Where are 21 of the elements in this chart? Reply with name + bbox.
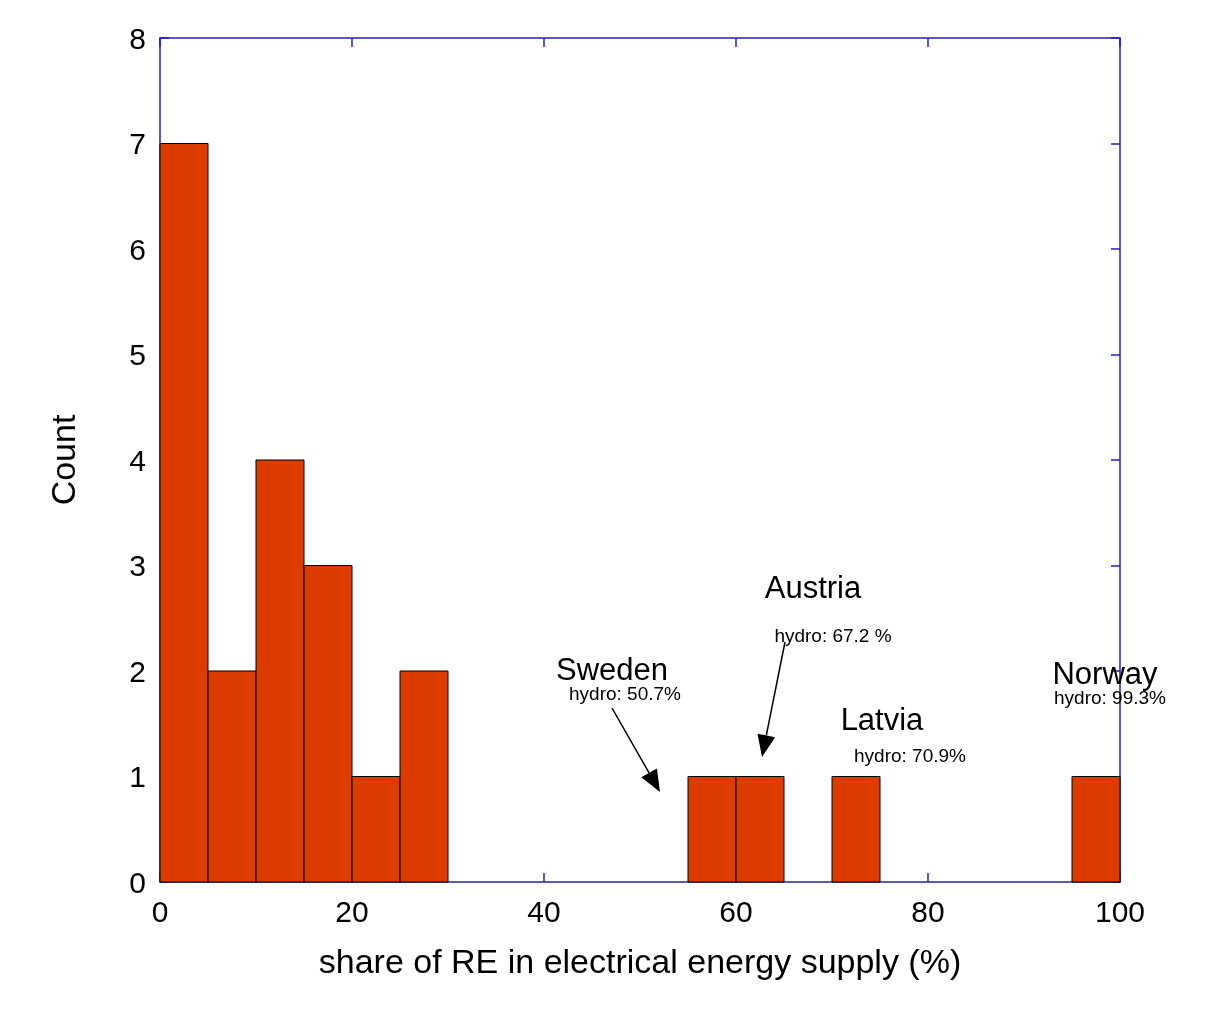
- y-tick-label: 3: [129, 549, 146, 582]
- annotation: Austria: [764, 570, 862, 605]
- x-tick-label: 0: [151, 894, 169, 928]
- y-tick-label: 1: [129, 760, 146, 793]
- x-tick-label: 100: [1094, 894, 1146, 928]
- annotation: hydro: 70.9%: [854, 745, 966, 766]
- y-tick-label: 8: [129, 21, 146, 55]
- x-axis-title: share of RE in electrical energy supply (%): [318, 942, 962, 980]
- y-tick-label: 7: [129, 127, 146, 160]
- annotation: Latvia: [840, 702, 924, 737]
- y-tick-label: 4: [129, 443, 146, 477]
- y-axis-title: Count: [44, 414, 82, 506]
- x-tick-label: 80: [911, 894, 945, 928]
- y-tick-label: 6: [129, 232, 146, 266]
- x-tick-label: 40: [527, 894, 561, 928]
- y-tick-label: 5: [129, 338, 146, 371]
- y-tick-label: 0: [129, 865, 146, 899]
- y-tick-label: 2: [129, 654, 146, 688]
- x-tick-label: 20: [335, 894, 369, 928]
- x-tick-label: 60: [719, 894, 753, 928]
- annotation: hydro: 67.2 %: [774, 625, 892, 646]
